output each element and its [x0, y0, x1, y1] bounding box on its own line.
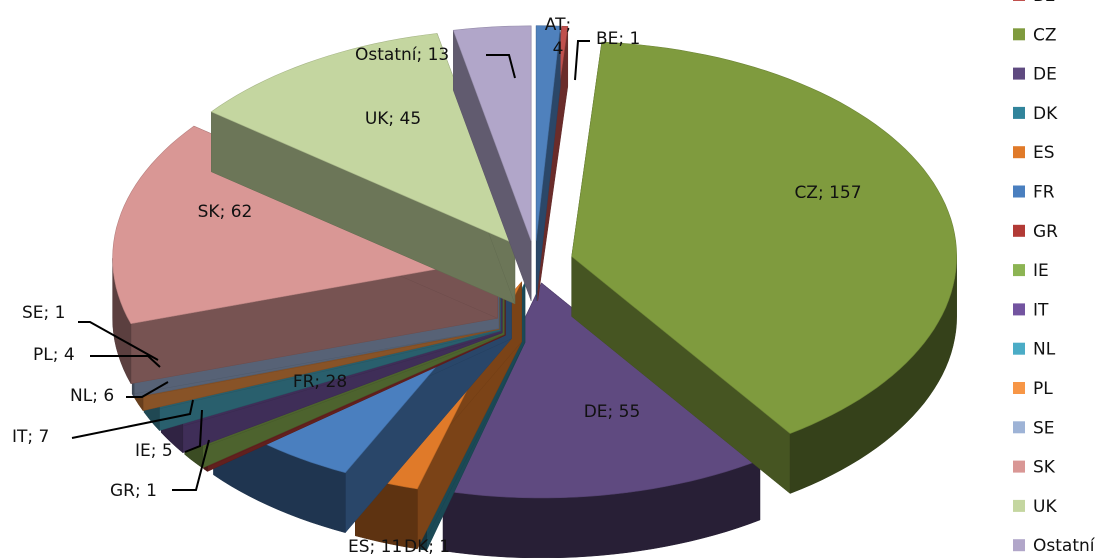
leader-line-be: [574, 40, 590, 81]
legend-item-fr: FR: [1013, 183, 1055, 203]
data-label-ie: IE; 5: [135, 441, 173, 461]
legend-label: SK: [1033, 458, 1056, 478]
slice-cz: [571, 41, 958, 495]
legend-item-be: BE: [1013, 0, 1055, 6]
data-label-nl: NL; 6: [70, 386, 114, 406]
data-label-sk: SK; 62: [198, 202, 253, 222]
leader-lines: [71, 40, 590, 491]
legend-item-se: SE: [1013, 418, 1055, 438]
legend-swatch: [1013, 106, 1025, 119]
legend-swatch: [1013, 460, 1025, 473]
leader-line-pl: [90, 355, 161, 368]
leader-line-ostatni: [486, 54, 516, 79]
legend-item-it: IT: [1013, 300, 1049, 320]
data-label-es: ES; 11: [348, 537, 402, 557]
data-label-fr: FR; 28: [293, 372, 347, 392]
legend-item-uk: UK: [1013, 497, 1057, 517]
legend-item-gr: GR: [1013, 222, 1058, 242]
leader-line-se: [78, 321, 159, 361]
legend-item-ostatni: Ostatní: [1013, 536, 1096, 556]
legend-swatch: [1013, 28, 1025, 41]
data-label-uk: UK; 45: [365, 109, 421, 129]
legend-item-dk: DK: [1013, 104, 1058, 124]
legend-label: NL: [1033, 340, 1056, 360]
legend-swatch: [1013, 499, 1025, 512]
data-label-se: SE; 1: [22, 303, 65, 323]
legend-label: GR: [1033, 222, 1058, 242]
legend-label: IT: [1033, 300, 1049, 320]
pie-slices: [112, 25, 958, 558]
leader-line-gr: [172, 439, 210, 491]
data-label-cz: CZ; 157: [794, 183, 861, 203]
legend-swatch: [1013, 146, 1025, 159]
legend-swatch: [1013, 67, 1025, 80]
legend-swatch: [1013, 421, 1025, 434]
slice-at: [535, 25, 561, 301]
legend-swatch: [1013, 342, 1025, 355]
leader-line-nl: [126, 381, 169, 398]
legend-item-pl: PL: [1013, 379, 1053, 399]
slice-ostatni: [452, 25, 532, 301]
legend-label: CZ: [1033, 25, 1057, 45]
legend-label: Ostatní: [1033, 536, 1096, 556]
leader-line-it: [71, 399, 194, 439]
data-label-it: IT; 7: [12, 427, 49, 447]
legend-item-de: DE: [1013, 65, 1057, 85]
legend-label: DE: [1033, 65, 1057, 85]
legend: BE CZ DE DK ES FR GR IE IT NL PL SE SK UK Ostatní: [1013, 0, 1096, 556]
data-labels: AT; 4 BE; 1 CZ; 157 DE; 55 DK; 1ES; 11 FR; 28 G…: [12, 15, 862, 557]
slice-uk: [210, 33, 516, 305]
data-label-ostatni: Ostatní; 13: [355, 45, 449, 65]
legend-item-nl: NL: [1013, 340, 1056, 360]
legend-swatch: [1013, 0, 1025, 1]
legend-label: IE: [1033, 261, 1049, 281]
legend-label: ES: [1033, 143, 1055, 163]
legend-label: UK: [1033, 497, 1057, 517]
legend-label: DK: [1033, 104, 1058, 124]
data-label-de: DE; 55: [584, 402, 641, 422]
data-label-pl: PL; 4: [33, 345, 75, 365]
data-label-be: BE; 1: [596, 29, 640, 49]
legend-swatch: [1013, 303, 1025, 316]
legend-swatch: [1013, 382, 1025, 394]
legend-item-sk: SK: [1013, 458, 1056, 478]
legend-item-cz: CZ: [1013, 25, 1057, 45]
legend-swatch: [1013, 539, 1025, 552]
legend-label: BE: [1033, 0, 1055, 6]
data-label-at: AT; 4: [545, 15, 571, 59]
legend-swatch: [1013, 224, 1025, 237]
legend-label: PL: [1033, 379, 1053, 399]
legend-item-ie: IE: [1013, 261, 1049, 281]
legend-label: FR: [1033, 183, 1055, 203]
legend-item-es: ES: [1013, 143, 1055, 163]
legend-label: SE: [1033, 418, 1055, 438]
legend-swatch: [1013, 185, 1025, 198]
legend-swatch: [1013, 264, 1025, 277]
data-label-gr: GR; 1: [110, 481, 157, 501]
data-label-dk: DK; 1: [404, 537, 450, 557]
leader-line-ie: [184, 409, 203, 453]
